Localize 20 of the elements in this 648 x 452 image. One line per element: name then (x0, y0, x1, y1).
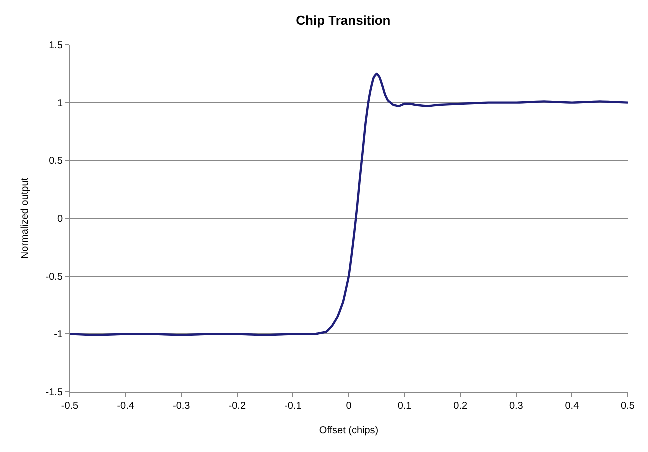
x-tick-label: 0.2 (454, 401, 468, 412)
chart-title: Chip Transition (296, 12, 391, 28)
y-axis-title: Normalized output (20, 178, 31, 260)
x-tick-label: 0.4 (565, 401, 580, 412)
x-tick-label: 0.5 (621, 401, 636, 412)
x-tick-label: -0.2 (228, 401, 246, 412)
y-tick-label: -0.5 (46, 272, 64, 283)
x-axis-title: Offset (chips) (319, 426, 379, 436)
x-tick-label: -0.3 (172, 401, 191, 412)
y-tick-label: -1 (54, 330, 64, 341)
y-tick-label: -1.5 (46, 388, 64, 398)
x-tick-label: -0.4 (117, 401, 135, 412)
x-tick-label: -0.1 (284, 401, 302, 412)
x-tick-label: 0.1 (398, 401, 412, 412)
x-tick-label: 0 (346, 401, 352, 412)
x-tick-label: 0.3 (509, 401, 524, 412)
y-tick-label: 0.5 (49, 156, 64, 168)
y-tick-label: 1 (57, 98, 64, 110)
y-tick-label: 0 (57, 214, 64, 225)
y-tick-label: 1.5 (49, 40, 64, 52)
